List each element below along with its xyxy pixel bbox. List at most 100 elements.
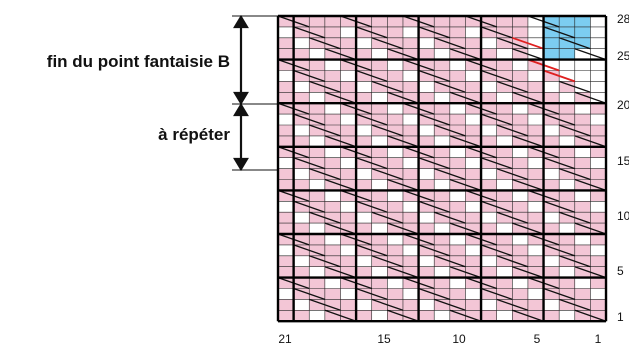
decrease-symbol-icon bbox=[543, 26, 575, 39]
decrease-symbol-icon bbox=[355, 26, 388, 39]
plain-stitch-cell bbox=[574, 103, 591, 115]
plain-stitch-cell bbox=[402, 70, 419, 82]
decrease-symbol-icon bbox=[371, 124, 404, 137]
plain-stitch-cell bbox=[371, 266, 388, 278]
decrease-symbol-icon bbox=[293, 200, 326, 213]
plain-stitch-cell bbox=[434, 92, 450, 104]
plain-stitch-cell bbox=[512, 234, 528, 245]
plain-stitch-cell bbox=[371, 135, 388, 147]
plain-stitch-cell bbox=[527, 48, 544, 60]
decrease-symbol-icon bbox=[512, 91, 544, 104]
decrease-symbol-icon bbox=[293, 26, 326, 39]
plain-stitch-cell bbox=[340, 26, 357, 38]
decrease-symbol-icon bbox=[387, 266, 419, 279]
plain-stitch-cell bbox=[465, 70, 482, 82]
decrease-symbol-icon bbox=[387, 178, 419, 192]
plain-stitch-cell bbox=[402, 288, 419, 300]
decrease-symbol-icon bbox=[449, 135, 482, 148]
plain-stitch-cell bbox=[527, 288, 544, 300]
decrease-symbol-icon bbox=[355, 287, 388, 301]
plain-stitch-cell bbox=[371, 92, 388, 104]
decrease-symbol-icon bbox=[371, 255, 404, 268]
decrease-symbol-icon bbox=[324, 48, 357, 61]
plain-stitch-cell bbox=[293, 37, 310, 49]
stitch-grid bbox=[276, 14, 608, 333]
plain-stitch-cell bbox=[512, 146, 528, 158]
decrease-symbol-icon bbox=[324, 91, 357, 104]
plain-stitch-cell bbox=[512, 277, 528, 289]
plain-stitch-cell bbox=[340, 288, 357, 300]
decrease-symbol-icon bbox=[293, 157, 326, 170]
highlight-stitch-cell bbox=[574, 37, 591, 49]
decrease-symbol-icon bbox=[558, 167, 591, 181]
plain-stitch-cell bbox=[324, 59, 341, 71]
decrease-symbol-icon bbox=[433, 255, 466, 268]
plain-stitch-cell bbox=[527, 201, 544, 213]
plain-stitch-cell bbox=[496, 310, 513, 322]
plain-stitch-cell bbox=[512, 59, 528, 71]
plain-stitch-cell bbox=[309, 92, 325, 104]
decrease-symbol-icon bbox=[574, 266, 607, 279]
plain-stitch-cell bbox=[434, 310, 450, 322]
plain-stitch-cell bbox=[387, 321, 403, 333]
decrease-symbol-icon bbox=[496, 37, 529, 50]
decrease-symbol-icon bbox=[480, 200, 513, 213]
plain-stitch-cell bbox=[590, 26, 607, 38]
plain-stitch-cell bbox=[449, 59, 466, 71]
plain-stitch-cell bbox=[309, 223, 325, 234]
range-arrow-icon bbox=[233, 102, 249, 172]
plain-stitch-cell bbox=[559, 179, 575, 191]
plain-stitch-cell bbox=[527, 70, 544, 82]
plain-stitch-cell bbox=[590, 16, 607, 27]
plain-stitch-cell bbox=[574, 81, 591, 93]
decrease-symbol-icon bbox=[449, 91, 482, 104]
plain-stitch-cell bbox=[324, 103, 341, 115]
plain-stitch-cell bbox=[278, 288, 294, 300]
decrease-symbol-icon bbox=[558, 255, 591, 268]
plain-stitch-cell bbox=[418, 212, 435, 224]
row-number: 25 bbox=[617, 49, 629, 63]
decrease-symbol-icon bbox=[418, 244, 451, 257]
decrease-symbol-icon bbox=[418, 113, 451, 126]
plain-stitch-cell bbox=[418, 168, 435, 180]
decrease-symbol-icon bbox=[496, 167, 529, 181]
decrease-symbol-icon bbox=[433, 80, 466, 93]
plain-stitch-cell bbox=[559, 310, 575, 322]
plain-stitch-cell bbox=[278, 70, 294, 82]
plain-stitch-cell bbox=[574, 146, 591, 158]
range-brackets bbox=[232, 15, 278, 171]
decrease-symbol-icon bbox=[371, 80, 404, 93]
decrease-symbol-icon bbox=[324, 135, 357, 148]
decrease-symbol-icon bbox=[543, 244, 575, 257]
plain-stitch-cell bbox=[418, 37, 435, 49]
plain-stitch-cell bbox=[559, 266, 575, 278]
plain-stitch-cell bbox=[356, 125, 372, 136]
plain-stitch-cell bbox=[496, 135, 513, 147]
plain-stitch-cell bbox=[402, 157, 419, 169]
plain-stitch-cell bbox=[527, 114, 544, 125]
plain-stitch-cell bbox=[481, 168, 497, 180]
row-number: 10 bbox=[617, 209, 629, 223]
plain-stitch-cell bbox=[309, 179, 325, 191]
plain-stitch-cell bbox=[481, 299, 497, 311]
highlight-stitch-cell bbox=[574, 16, 591, 27]
plain-stitch-cell bbox=[527, 16, 544, 27]
plain-stitch-cell bbox=[278, 26, 294, 38]
plain-stitch-cell bbox=[371, 179, 388, 191]
decrease-symbol-icon bbox=[293, 244, 326, 257]
decrease-symbol-icon bbox=[309, 37, 341, 50]
decrease-symbol-icon bbox=[293, 287, 326, 301]
plain-stitch-cell bbox=[496, 266, 513, 278]
plain-stitch-cell bbox=[481, 255, 497, 267]
plain-stitch-cell bbox=[590, 48, 607, 60]
decrease-symbol-icon bbox=[293, 113, 326, 126]
decrease-symbol-icon bbox=[387, 135, 419, 148]
row-number: 20 bbox=[617, 98, 629, 112]
plain-stitch-cell bbox=[434, 48, 450, 60]
highlight-stitch-cell bbox=[543, 37, 560, 49]
decrease-symbol-icon bbox=[324, 309, 357, 322]
decrease-symbol-icon bbox=[355, 69, 388, 83]
plain-stitch-cell bbox=[278, 157, 294, 169]
plain-stitch-cell bbox=[387, 103, 403, 115]
decrease-symbol-icon bbox=[371, 37, 404, 50]
